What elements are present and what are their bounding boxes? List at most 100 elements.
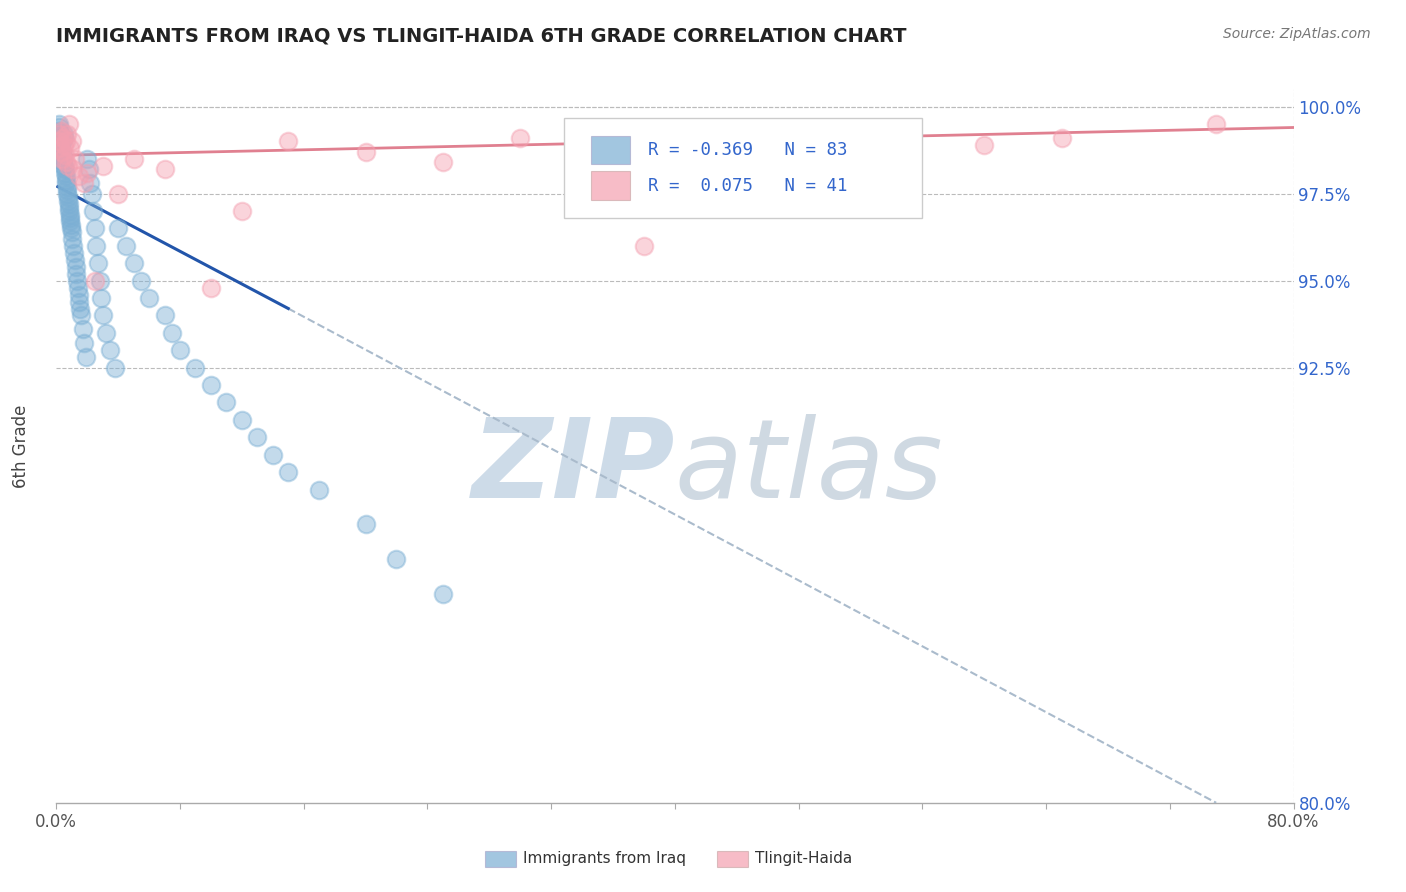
- Point: [200, 378, 222, 392]
- Point: [65, 267, 87, 281]
- Text: ZIP: ZIP: [471, 414, 675, 521]
- Point: [153, 162, 176, 177]
- Text: R =  0.075   N = 41: R = 0.075 N = 41: [648, 177, 848, 194]
- Point: [55, 135, 77, 149]
- Point: [51, 141, 73, 155]
- Point: [56, 183, 79, 197]
- Point: [509, 131, 531, 145]
- Point: [107, 221, 129, 235]
- Point: [58, 197, 80, 211]
- Point: [62, 162, 84, 177]
- Point: [104, 360, 127, 375]
- Point: [162, 326, 183, 340]
- Point: [59, 211, 82, 225]
- Point: [138, 291, 160, 305]
- Point: [49, 137, 72, 152]
- Point: [69, 301, 91, 316]
- Point: [53, 159, 76, 173]
- Point: [49, 135, 72, 149]
- Point: [586, 169, 609, 184]
- Point: [60, 225, 83, 239]
- Point: [896, 128, 918, 142]
- Point: [664, 141, 686, 155]
- Point: [215, 395, 238, 409]
- Point: [432, 587, 454, 601]
- Point: [90, 291, 112, 305]
- Point: [87, 256, 110, 270]
- Point: [818, 152, 841, 166]
- Point: [56, 128, 79, 142]
- Point: [55, 169, 77, 184]
- Point: [69, 294, 90, 309]
- Point: [741, 135, 763, 149]
- Point: [51, 145, 73, 159]
- Point: [86, 239, 108, 253]
- Point: [262, 448, 284, 462]
- Point: [231, 204, 253, 219]
- Point: [59, 141, 82, 155]
- Point: [277, 135, 299, 149]
- Point: [59, 218, 82, 232]
- Point: [75, 350, 97, 364]
- Point: [77, 162, 100, 177]
- Point: [80, 186, 103, 201]
- Point: [633, 239, 655, 253]
- Point: [52, 155, 75, 169]
- Bar: [591, 171, 630, 200]
- Text: atlas: atlas: [675, 414, 943, 521]
- Point: [184, 360, 207, 375]
- Bar: [591, 136, 630, 164]
- Text: Tlingit-Haida: Tlingit-Haida: [755, 852, 852, 866]
- Point: [51, 152, 73, 166]
- Point: [60, 221, 83, 235]
- Point: [58, 201, 80, 215]
- Point: [48, 120, 70, 135]
- Text: Source: ZipAtlas.com: Source: ZipAtlas.com: [1223, 27, 1371, 41]
- FancyBboxPatch shape: [564, 118, 922, 218]
- Point: [91, 159, 114, 173]
- Point: [76, 152, 98, 166]
- Point: [62, 239, 84, 253]
- Point: [107, 186, 129, 201]
- Text: Immigrants from Iraq: Immigrants from Iraq: [523, 852, 686, 866]
- Point: [67, 287, 90, 301]
- Point: [76, 166, 98, 180]
- Point: [53, 137, 76, 152]
- Point: [51, 135, 73, 149]
- Point: [169, 343, 191, 358]
- Point: [69, 169, 90, 184]
- Point: [48, 124, 70, 138]
- Point: [79, 176, 101, 190]
- Point: [277, 465, 299, 479]
- Point: [58, 117, 80, 131]
- Point: [63, 152, 86, 166]
- Point: [59, 214, 82, 228]
- Point: [56, 186, 79, 201]
- Point: [53, 148, 76, 162]
- Text: R = -0.369   N = 83: R = -0.369 N = 83: [648, 141, 848, 159]
- Point: [62, 232, 84, 246]
- Point: [200, 280, 222, 294]
- Point: [1050, 131, 1073, 145]
- Point: [49, 131, 72, 145]
- Point: [129, 274, 153, 288]
- Point: [56, 190, 79, 204]
- Point: [73, 176, 96, 190]
- Point: [53, 131, 76, 145]
- Point: [55, 179, 77, 194]
- Point: [354, 145, 377, 159]
- Point: [49, 124, 72, 138]
- Point: [51, 145, 73, 159]
- Point: [308, 483, 330, 497]
- Point: [82, 204, 104, 219]
- Point: [65, 260, 87, 274]
- Point: [53, 162, 76, 177]
- Point: [84, 274, 107, 288]
- Point: [55, 176, 77, 190]
- Point: [432, 155, 454, 169]
- Point: [98, 343, 122, 358]
- Point: [48, 128, 70, 142]
- Point: [48, 135, 70, 149]
- Point: [60, 135, 83, 149]
- Point: [66, 280, 89, 294]
